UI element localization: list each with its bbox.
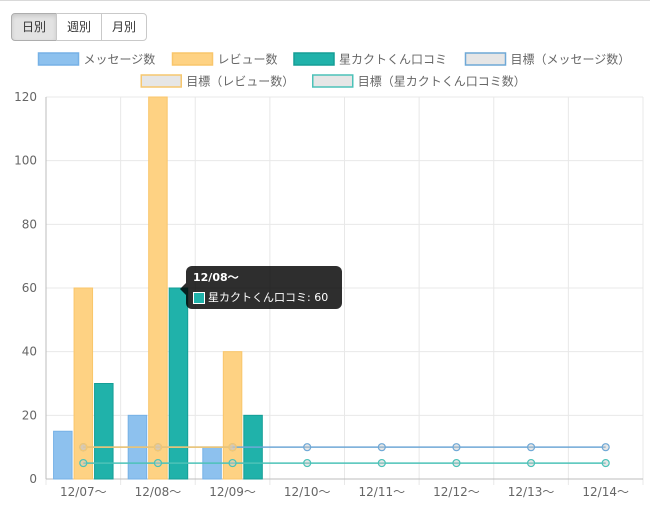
legend-swatch <box>37 52 80 66</box>
monthly-button[interactable]: 月別 <box>101 13 148 41</box>
tooltip-title: 12/08〜 <box>193 271 239 284</box>
goal-point <box>153 458 163 468</box>
legend-swatch <box>140 74 182 88</box>
goal-point <box>526 458 536 468</box>
goal-point <box>303 458 312 468</box>
legend-label: レビュー数 <box>218 52 278 67</box>
bar <box>73 287 94 480</box>
y-tick-label: 20 <box>22 408 37 422</box>
y-tick-label: 120 <box>14 90 37 104</box>
bar <box>168 287 189 480</box>
goal-point <box>228 443 237 452</box>
goal-point <box>452 443 461 452</box>
tooltip-row: 星カクトくん口コミ: 60 <box>193 290 335 306</box>
x-tick-label: 12/07〜 <box>60 485 107 499</box>
legend-swatch <box>171 52 214 66</box>
legend-label: 星カクトくん口コミ <box>339 53 447 67</box>
legend-label: 目標（レビュー数） <box>186 74 294 89</box>
legend-label: 目標（星カクトくん口コミ数） <box>358 74 526 89</box>
x-tick-label: 12/12〜 <box>433 485 480 499</box>
y-tick-label: 40 <box>22 345 37 359</box>
x-tick-label: 12/10〜 <box>284 485 331 499</box>
y-tick-label: 0 <box>29 472 37 486</box>
bar <box>148 96 168 480</box>
legend-label: メッセージ数 <box>84 52 156 67</box>
goal-point <box>601 443 610 452</box>
legend-swatch <box>293 52 335 66</box>
x-tick-label: 12/11〜 <box>359 485 406 499</box>
legend-swatch <box>464 52 507 66</box>
goal-point <box>153 443 163 452</box>
legend-label: 目標（メッセージ数） <box>511 52 631 67</box>
period-toggle: 日別 週別 月別 <box>11 13 148 41</box>
y-tick-label: 60 <box>22 281 37 295</box>
tooltip-swatch <box>193 292 205 304</box>
top-border <box>0 0 650 1</box>
goal-point <box>303 443 312 452</box>
chart-tooltip: 12/08〜 星カクトくん口コミ: 60 <box>180 266 342 309</box>
goal-point <box>377 458 386 468</box>
tooltip-text: 星カクトくん口コミ: 60 <box>208 291 329 304</box>
goal-point <box>601 458 610 468</box>
x-tick-label: 12/14〜 <box>582 485 629 499</box>
goal-point <box>526 443 536 452</box>
legend-swatch <box>312 74 354 88</box>
x-tick-label: 12/09〜 <box>209 485 256 499</box>
goal-point <box>79 443 88 452</box>
bar <box>94 383 114 480</box>
x-tick-label: 12/13〜 <box>508 485 555 499</box>
daily-button[interactable]: 日別 <box>11 13 58 41</box>
x-tick-label: 12/08〜 <box>135 485 182 499</box>
y-tick-label: 100 <box>14 154 37 168</box>
bar <box>53 430 73 480</box>
y-tick-label: 80 <box>22 217 37 231</box>
goal-point <box>228 458 237 468</box>
goal-point <box>452 458 461 468</box>
goal-point <box>377 443 386 452</box>
goal-point <box>79 458 88 468</box>
